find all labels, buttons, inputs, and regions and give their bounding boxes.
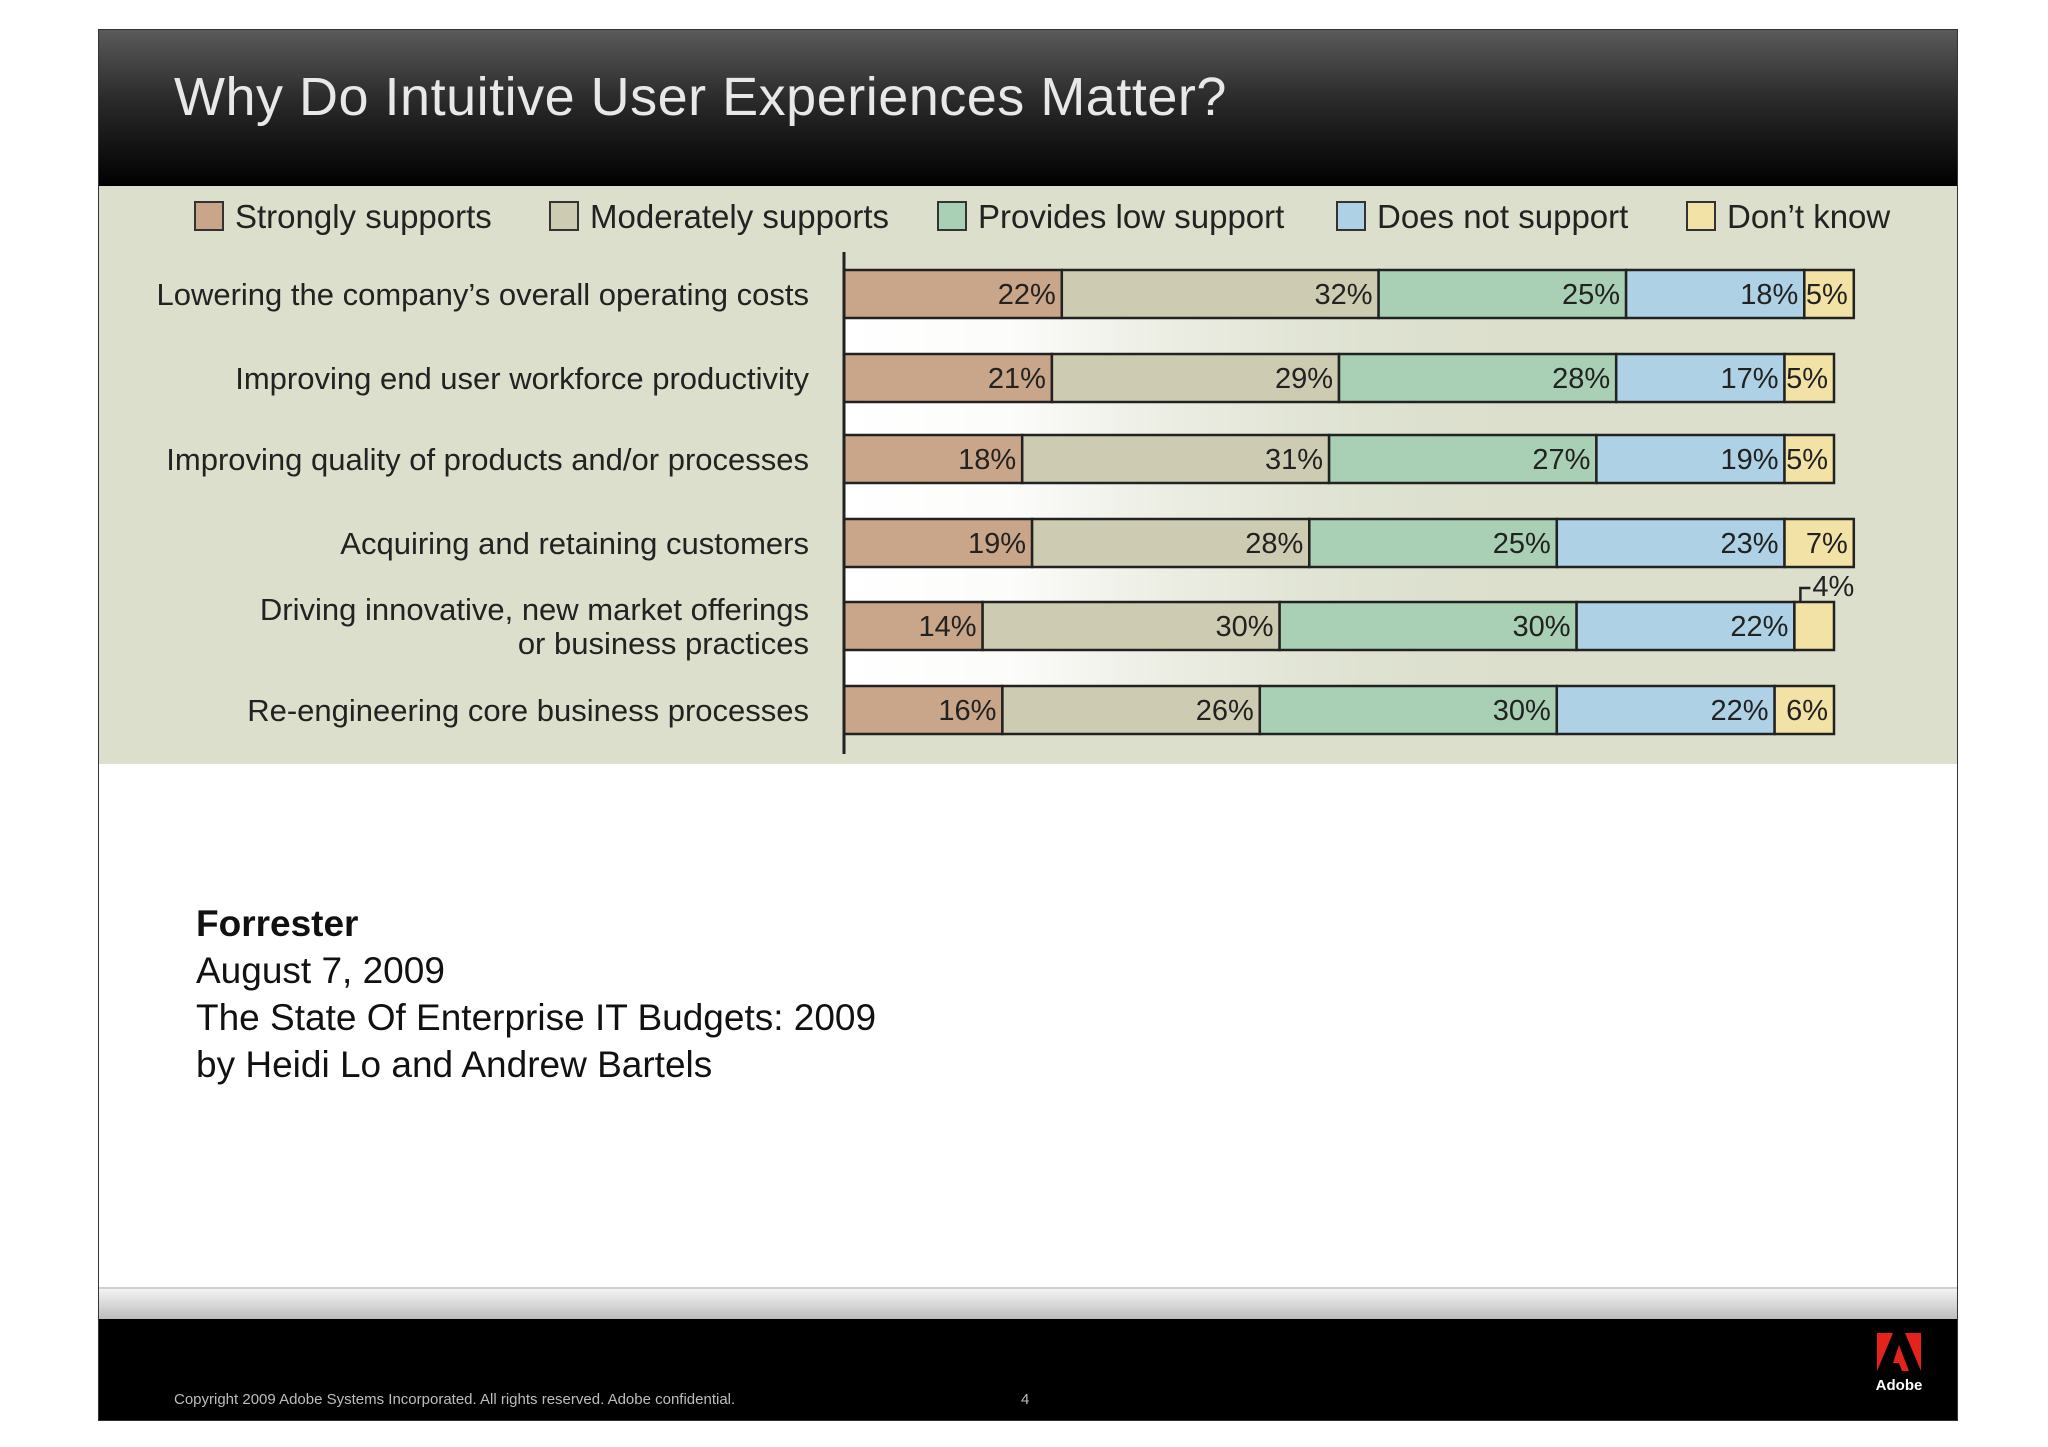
adobe-logo: Adobe <box>1875 1333 1923 1405</box>
bar-segment <box>1337 352 1618 404</box>
bar-segment <box>1783 517 1856 569</box>
bar-segment <box>1050 352 1341 404</box>
bar-segment <box>1258 684 1559 736</box>
bar-segment <box>1595 433 1786 485</box>
bar-segment <box>1377 268 1628 320</box>
bar-segment <box>1783 352 1836 404</box>
callout-leader <box>1799 586 1811 602</box>
bar-segment <box>1803 268 1856 320</box>
slide: Why Do Intuitive User Experiences Matter… <box>98 29 1958 1421</box>
bar-segment <box>1030 517 1311 569</box>
stacked-bar-chart: Strongly supports Moderately supports Prov… <box>156 198 1890 754</box>
bar-segment <box>1327 433 1598 485</box>
category-label: Lowering the company’s overall operating… <box>156 277 809 312</box>
data-label: 28% <box>1552 363 1610 395</box>
legend-label: Don’t know <box>1727 198 1890 235</box>
legend-swatch <box>1336 201 1366 231</box>
data-label: 18% <box>958 444 1016 476</box>
bar-segment <box>1278 600 1578 652</box>
slide-title: Why Do Intuitive User Experiences Matter… <box>174 67 1227 127</box>
row-gap-band <box>844 318 1544 354</box>
row-gap-band <box>844 650 1544 686</box>
bar-segment <box>1555 517 1786 569</box>
data-label: 5% <box>1786 444 1828 476</box>
source-citation: Forrester August 7, 2009 The State Of En… <box>196 900 876 1088</box>
category-label: Re-engineering core business processes <box>247 693 809 728</box>
data-label: 30% <box>1513 611 1571 643</box>
data-label: 14% <box>919 611 977 643</box>
data-label: 5% <box>1806 279 1848 311</box>
category-label: Improving end user workforce productivit… <box>235 361 809 396</box>
copyright-notice: Copyright 2009 Adobe Systems Incorporate… <box>174 1391 736 1408</box>
data-label: 7% <box>1806 528 1848 560</box>
data-label: 19% <box>968 528 1026 560</box>
bar-segment <box>1020 433 1331 485</box>
data-label: 18% <box>1740 279 1798 311</box>
data-label: 22% <box>1711 695 1769 727</box>
bar-segment <box>1773 684 1836 736</box>
data-label: 16% <box>938 695 996 727</box>
callout-label: 4% <box>1812 571 1854 603</box>
footer-gradient-strip <box>99 1289 1957 1319</box>
legend-label: Moderately supports <box>590 198 889 235</box>
row-gap-band <box>844 483 1544 519</box>
data-label: 32% <box>1315 279 1373 311</box>
data-label: 19% <box>1720 444 1778 476</box>
legend-swatch <box>194 201 224 231</box>
source-organization: Forrester <box>196 903 359 944</box>
category-label: Acquiring and retaining customers <box>340 526 809 561</box>
data-label: 30% <box>1493 695 1551 727</box>
data-label: 28% <box>1245 528 1303 560</box>
data-label: 26% <box>1196 695 1254 727</box>
data-label: 25% <box>1493 528 1551 560</box>
legend-label: Does not support <box>1377 198 1628 235</box>
bar-segment <box>1555 684 1776 736</box>
legend-label: Provides low support <box>978 198 1284 235</box>
legend-swatch <box>937 201 967 231</box>
data-label: 27% <box>1532 444 1590 476</box>
bar-segment <box>981 600 1281 652</box>
data-label: 31% <box>1265 444 1323 476</box>
slide-footer: Copyright 2009 Adobe Systems Incorporate… <box>99 1319 1957 1420</box>
source-authors: by Heidi Lo and Andrew Bartels <box>196 1044 713 1085</box>
data-label: 22% <box>998 279 1056 311</box>
data-label: 25% <box>1562 279 1620 311</box>
adobe-logo-text: Adobe <box>1875 1377 1923 1394</box>
adobe-logo-icon <box>1877 1333 1921 1371</box>
row-gap-band <box>844 402 1544 435</box>
legend-swatch <box>549 201 579 231</box>
data-label: 30% <box>1216 611 1274 643</box>
bar-segment <box>1614 352 1786 404</box>
bar-segment <box>1783 433 1836 485</box>
data-label: 23% <box>1720 528 1778 560</box>
legend-label: Strongly supports <box>235 198 492 235</box>
legend-swatch <box>1686 201 1716 231</box>
bar-segment <box>1793 600 1836 652</box>
data-label: 22% <box>1730 611 1788 643</box>
page-number: 4 <box>1021 1391 1030 1408</box>
data-label: 21% <box>988 363 1046 395</box>
data-label: 5% <box>1786 363 1828 395</box>
data-label: 17% <box>1720 363 1778 395</box>
slide-header: Why Do Intuitive User Experiences Matter… <box>99 30 1957 186</box>
source-report-title: The State Of Enterprise IT Budgets: 2009 <box>196 997 877 1038</box>
row-gap-band <box>844 567 1544 602</box>
chart-panel: Strongly supports Moderately supports Prov… <box>99 186 1957 764</box>
category-label: Driving innovative, new market offerings… <box>260 592 809 661</box>
data-label: 6% <box>1786 695 1828 727</box>
footer-divider <box>99 1287 1957 1289</box>
category-label: Improving quality of products and/or pro… <box>166 442 809 477</box>
data-label: 29% <box>1275 363 1333 395</box>
bar-segment <box>842 684 1004 736</box>
bar-segment <box>1060 268 1380 320</box>
source-date: August 7, 2009 <box>196 950 445 991</box>
